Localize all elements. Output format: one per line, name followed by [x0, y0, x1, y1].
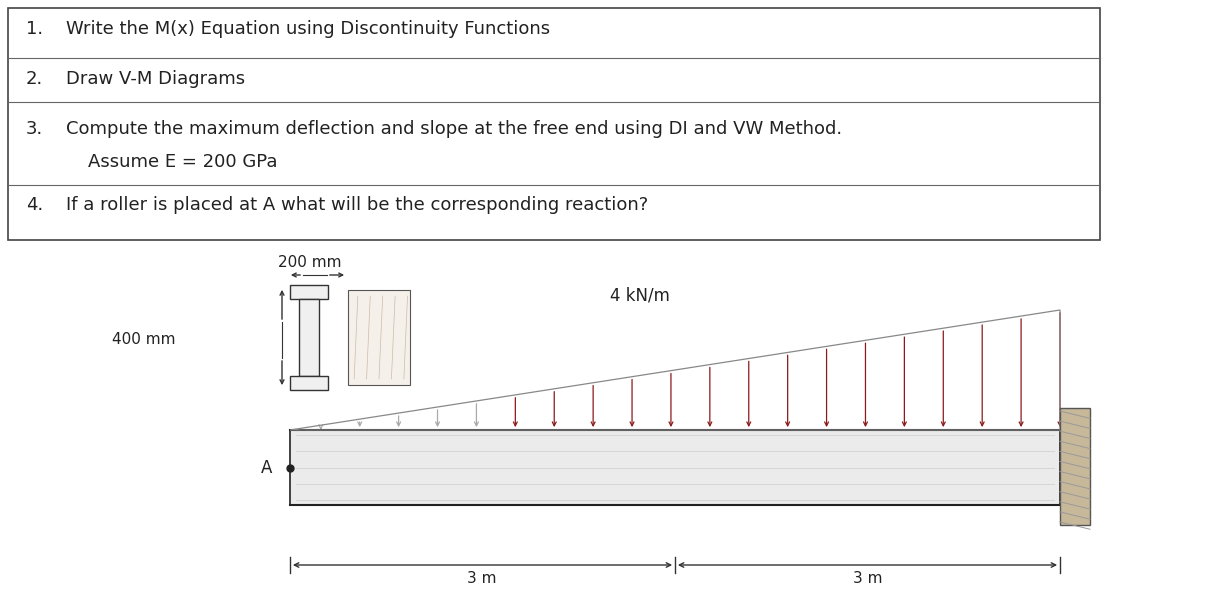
Text: A: A [261, 459, 272, 477]
Polygon shape [290, 430, 1060, 505]
Text: Assume E = 200 GPa: Assume E = 200 GPa [89, 153, 278, 171]
Polygon shape [299, 299, 319, 376]
Text: Write the M(x) Equation using Discontinuity Functions: Write the M(x) Equation using Discontinu… [66, 20, 550, 38]
Text: Draw V-M Diagrams: Draw V-M Diagrams [66, 70, 245, 88]
Text: 3 m: 3 m [854, 571, 883, 586]
Polygon shape [348, 290, 410, 385]
Text: If a roller is placed at A what will be the corresponding reaction?: If a roller is placed at A what will be … [66, 196, 648, 214]
Polygon shape [1060, 408, 1090, 525]
Text: 400 mm: 400 mm [112, 333, 175, 348]
Text: 4.: 4. [26, 196, 43, 214]
Polygon shape [290, 285, 328, 299]
Text: 4 kN/m: 4 kN/m [610, 287, 670, 305]
Text: 2.: 2. [26, 70, 43, 88]
Text: 200 mm: 200 mm [278, 255, 342, 270]
Text: 3.: 3. [26, 120, 43, 138]
Text: 1.: 1. [26, 20, 43, 38]
Text: 3 m: 3 m [467, 571, 497, 586]
Text: Compute the maximum deflection and slope at the free end using DI and VW Method.: Compute the maximum deflection and slope… [66, 120, 843, 138]
Polygon shape [290, 376, 328, 390]
